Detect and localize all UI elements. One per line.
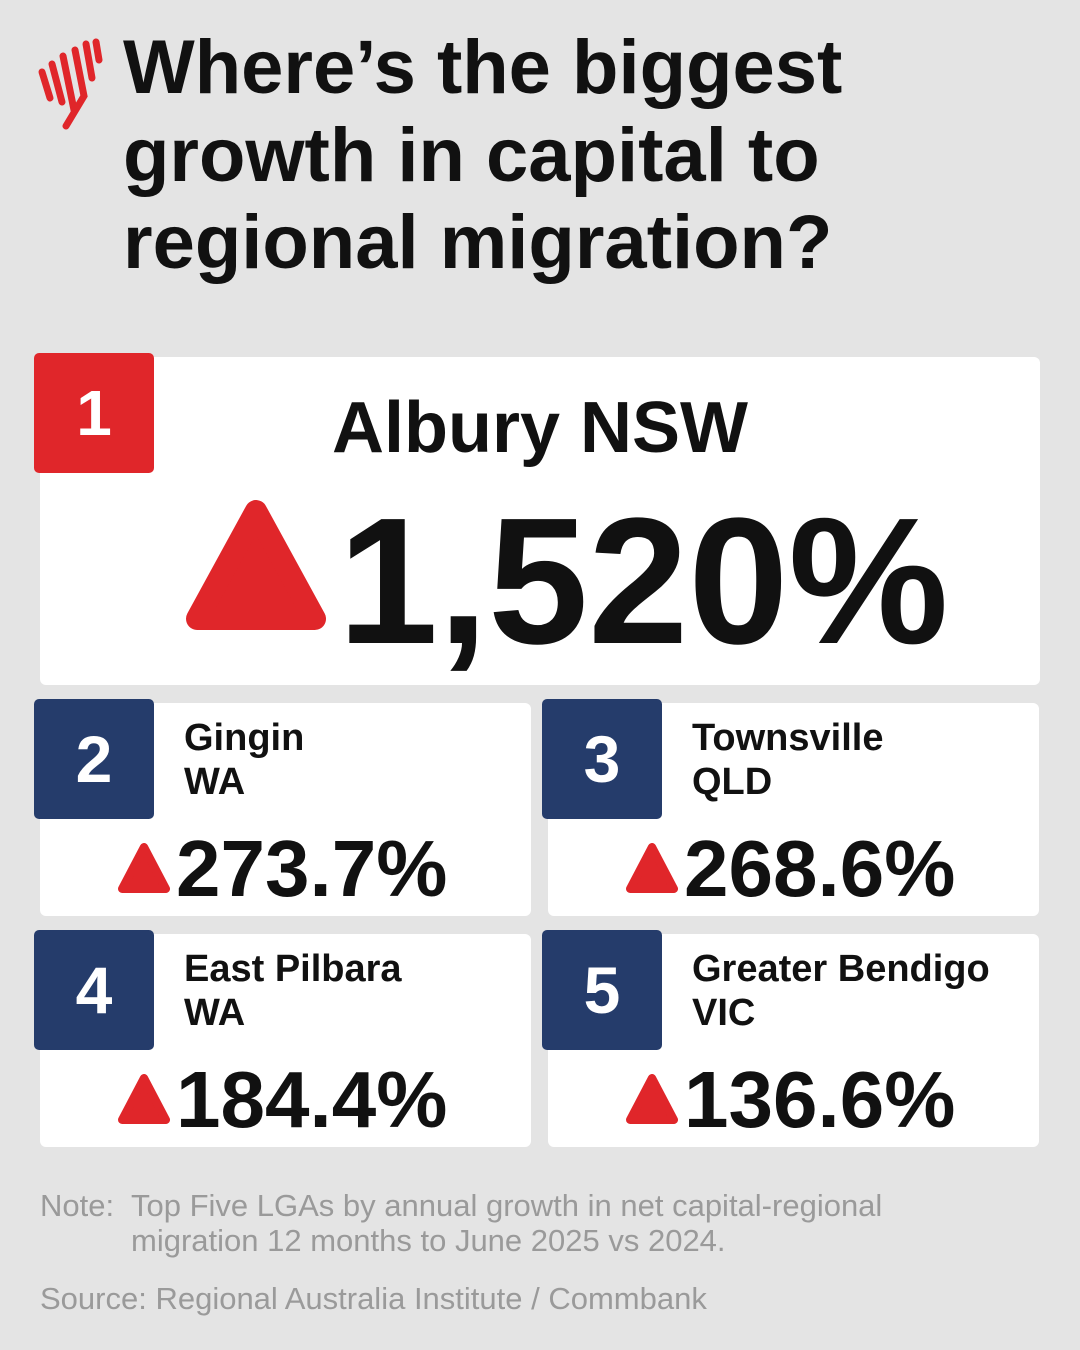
rank-badge: 4	[34, 930, 154, 1050]
card	[40, 357, 1040, 685]
place: Greater Bendigo	[692, 948, 990, 990]
up-arrow	[626, 1074, 678, 1124]
up-arrow	[186, 500, 326, 630]
rank-badge: 5	[542, 930, 662, 1050]
value: 1,520%	[338, 481, 949, 682]
title-line: growth in capital to	[123, 113, 820, 198]
value: 273.7%	[176, 824, 448, 913]
place: East Pilbara	[184, 948, 402, 990]
source: Source: Regional Australia Institute / C…	[40, 1281, 707, 1316]
place: WA	[184, 761, 246, 803]
up-arrow	[626, 843, 678, 893]
place: VIC	[692, 992, 756, 1034]
title-line: regional migration?	[123, 200, 833, 285]
place: Albury NSW	[331, 388, 748, 468]
rank-badge: 1	[34, 353, 154, 473]
place: WA	[184, 992, 246, 1034]
value: 184.4%	[176, 1055, 448, 1144]
rank-badge: 3	[542, 699, 662, 819]
logo	[38, 38, 103, 130]
value: 268.6%	[684, 824, 956, 913]
rank-badge: 2	[34, 699, 154, 819]
up-arrow	[118, 843, 170, 893]
title-line: Where’s the biggest	[123, 25, 843, 110]
note-text: Top Five LGAs by annual growth in net ca…	[131, 1188, 883, 1223]
up-arrow	[118, 1074, 170, 1124]
place: Gingin	[184, 717, 305, 759]
value: 136.6%	[684, 1055, 956, 1144]
note-text: migration 12 months to June 2025 vs 2024…	[131, 1223, 726, 1258]
place: Townsville	[692, 717, 884, 759]
place: QLD	[692, 761, 773, 803]
note-label: Note:	[40, 1188, 115, 1223]
